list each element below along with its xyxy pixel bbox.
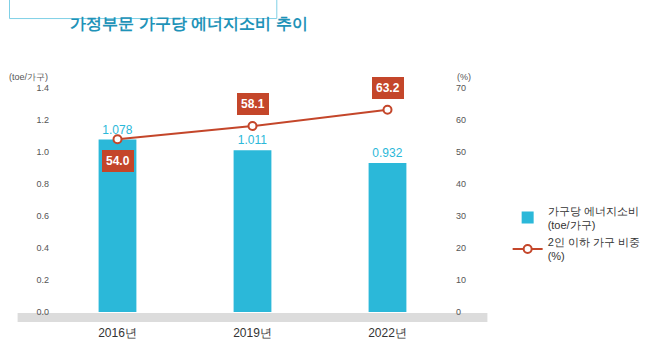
svg-text:1.2: 1.2 — [36, 115, 49, 125]
svg-text:30: 30 — [456, 211, 466, 221]
svg-text:(toe/가구): (toe/가구) — [9, 72, 48, 82]
svg-text:0.0: 0.0 — [36, 307, 49, 317]
svg-text:가정부문 가구당 에너지소비 추이: 가정부문 가구당 에너지소비 추이 — [70, 15, 307, 32]
svg-text:0.4: 0.4 — [36, 243, 49, 253]
svg-text:2019년: 2019년 — [233, 326, 272, 340]
svg-text:1.011: 1.011 — [238, 133, 267, 147]
svg-text:2016년: 2016년 — [98, 326, 137, 340]
svg-text:54.0: 54.0 — [106, 154, 130, 168]
svg-text:0.932: 0.932 — [372, 146, 402, 160]
svg-text:2인 이하 가구 비중(%): 2인 이하 가구 비중(%) — [548, 236, 640, 262]
svg-text:1.078: 1.078 — [102, 123, 132, 137]
svg-text:58.1: 58.1 — [241, 97, 265, 111]
svg-text:20: 20 — [456, 243, 466, 253]
svg-text:0: 0 — [456, 307, 461, 317]
svg-text:0.8: 0.8 — [36, 179, 49, 189]
svg-text:2022년: 2022년 — [368, 326, 407, 340]
svg-text:50: 50 — [456, 147, 466, 157]
svg-text:60: 60 — [456, 115, 466, 125]
svg-text:70: 70 — [456, 83, 466, 93]
svg-text:가구당 에너지소비(toe/가구): 가구당 에너지소비(toe/가구) — [548, 205, 639, 231]
svg-text:0.2: 0.2 — [36, 275, 49, 285]
svg-text:(%): (%) — [457, 72, 471, 82]
svg-text:1.0: 1.0 — [36, 147, 49, 157]
svg-text:1.4: 1.4 — [36, 83, 49, 93]
svg-text:63.2: 63.2 — [376, 81, 400, 95]
svg-text:40: 40 — [456, 179, 466, 189]
svg-text:0.6: 0.6 — [36, 211, 49, 221]
svg-text:10: 10 — [456, 275, 466, 285]
